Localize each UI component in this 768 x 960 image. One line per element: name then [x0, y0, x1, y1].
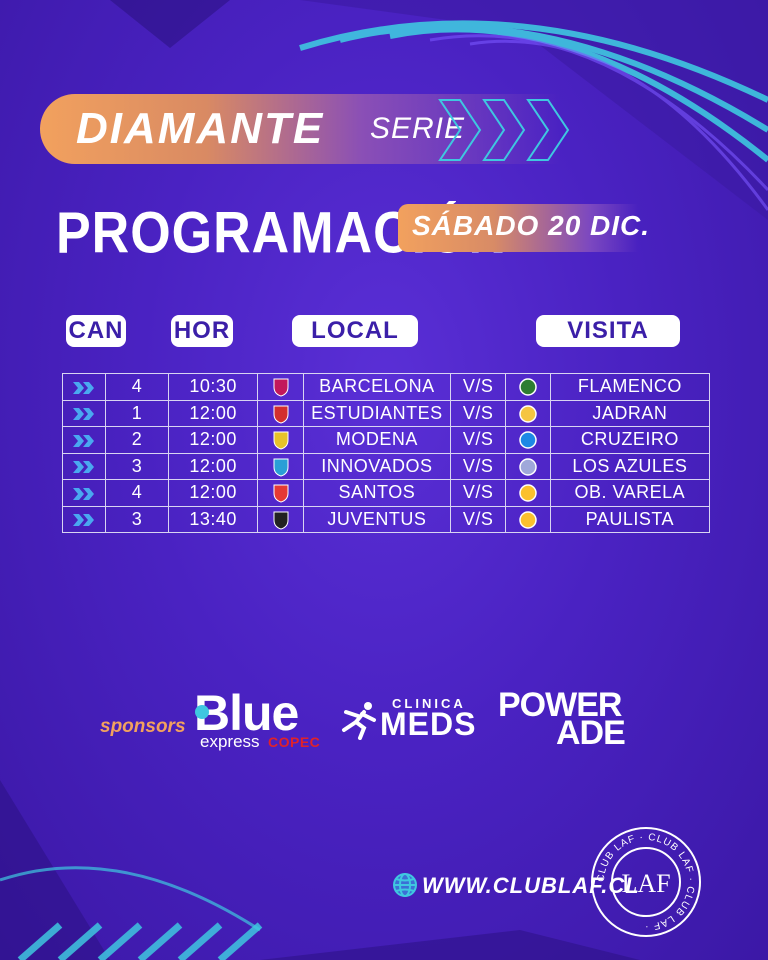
powerade-logo-power: POWER [498, 686, 622, 724]
visit-crest-icon [505, 479, 551, 507]
team-crest-icon [519, 431, 537, 450]
team-crest-icon [519, 405, 537, 423]
double-chevron-icon [73, 434, 95, 447]
time-cell: 13:40 [167, 505, 259, 533]
can-cell: 3 [105, 452, 169, 480]
vs-cell: V/S [449, 426, 507, 454]
vs-cell: V/S [449, 452, 507, 480]
chevrons-icon [438, 99, 570, 161]
time-cell: 12:00 [167, 452, 259, 480]
local-crest-icon [257, 505, 304, 533]
team-crest-icon [273, 405, 289, 424]
team-crest-icon [519, 458, 537, 476]
copec-text: COPEC [268, 734, 321, 750]
column-header-hor: HOR [171, 315, 233, 347]
visit-team-cell: LOS AZULES [549, 452, 711, 480]
sponsors-label: sponsors [100, 716, 186, 737]
vs-cell: V/S [449, 479, 507, 507]
table-row: 1 12:00 ESTUDIANTES V/S JADRAN [61, 399, 711, 427]
vs-cell: V/S [449, 373, 507, 401]
double-chevron-icon [73, 381, 95, 394]
time-cell: 12:00 [167, 479, 259, 507]
row-arrow-icon [61, 373, 107, 401]
can-cell: 3 [105, 505, 169, 533]
double-chevron-icon [73, 408, 95, 420]
table-row: 2 12:00 MODENA V/S CRUZEIRO [61, 426, 711, 454]
local-team-cell: INNOVADOS [302, 452, 451, 480]
schedule-table: 4 10:30 BARCELONA V/S FLAMENCO 1 12:00 ESTUDIAN… [61, 373, 711, 533]
double-chevron-icon [73, 461, 95, 473]
local-crest-icon [257, 426, 304, 454]
team-crest-icon [273, 484, 289, 503]
can-cell: 4 [105, 479, 169, 507]
globe-icon [393, 873, 417, 897]
vs-cell: V/S [449, 399, 507, 427]
blue-dot-icon [195, 705, 209, 719]
visit-team-cell: OB. VARELA [549, 479, 711, 507]
website-link[interactable]: WWW.CLUBLAF.CL [422, 873, 640, 898]
club-laf-seal: CLUB LAF · CLUB LAF · CLUB LAF · LAF [591, 827, 701, 937]
local-team-cell: JUVENTUS [302, 505, 451, 533]
visit-crest-icon [505, 426, 551, 454]
can-cell: 1 [105, 399, 169, 427]
row-arrow-icon [61, 452, 107, 480]
team-crest-icon [519, 378, 537, 397]
team-crest-icon [519, 511, 537, 529]
visit-crest-icon [505, 505, 551, 533]
visit-team-cell: CRUZEIRO [549, 426, 711, 454]
row-arrow-icon [61, 399, 107, 427]
seal-letters: LAF [621, 869, 670, 898]
blue-express-logo: Blue [194, 684, 299, 742]
row-arrow-icon [61, 426, 107, 454]
table-row: 4 12:00 SANTOS V/S OB. VARELA [61, 479, 711, 507]
local-team-cell: BARCELONA [302, 373, 451, 401]
double-chevron-icon [73, 514, 95, 526]
visit-crest-icon [505, 373, 551, 401]
time-cell: 12:00 [167, 426, 259, 454]
double-chevron-icon [73, 487, 95, 500]
visit-team-cell: JADRAN [549, 399, 711, 427]
serie-banner [40, 94, 560, 164]
visit-team-cell: PAULISTA [549, 505, 711, 533]
column-header-can: CAN [66, 315, 126, 347]
table-row: 3 12:00 INNOVADOS V/S LOS AZULES [61, 452, 711, 480]
team-crest-icon [273, 511, 289, 530]
team-crest-icon [273, 431, 289, 450]
time-cell: 12:00 [167, 399, 259, 427]
visit-crest-icon [505, 452, 551, 480]
visit-crest-icon [505, 399, 551, 427]
row-arrow-icon [61, 505, 107, 533]
date-badge [398, 204, 638, 252]
team-crest-icon [273, 378, 289, 397]
local-team-cell: MODENA [302, 426, 451, 454]
serie-label: SERIE [370, 112, 466, 145]
express-text: express [200, 732, 260, 751]
can-cell: 4 [105, 373, 169, 401]
clinica-text: CLINICA [392, 696, 466, 711]
team-crest-icon [273, 458, 289, 477]
column-header-local: LOCAL [292, 315, 418, 347]
local-crest-icon [257, 479, 304, 507]
local-crest-icon [257, 452, 304, 480]
visit-team-cell: FLAMENCO [549, 373, 711, 401]
local-crest-icon [257, 373, 304, 401]
local-team-cell: ESTUDIANTES [302, 399, 451, 427]
series-title: DIAMANTE [76, 104, 325, 153]
column-header-visita: VISITA [536, 315, 680, 347]
row-arrow-icon [61, 479, 107, 507]
can-cell: 2 [105, 426, 169, 454]
runner-icon [342, 702, 376, 740]
vs-cell: V/S [449, 505, 507, 533]
local-crest-icon [257, 399, 304, 427]
table-row: 3 13:40 JUVENTUS V/S PAULISTA [61, 505, 711, 533]
powerade-logo-ade: ADE [556, 714, 626, 752]
table-row: 4 10:30 BARCELONA V/S FLAMENCO [61, 373, 711, 401]
time-cell: 10:30 [167, 373, 259, 401]
match-date: SÁBADO 20 DIC. [412, 210, 651, 241]
blue-text: Blue [194, 685, 299, 741]
meds-logo: MEDS [380, 706, 477, 742]
local-team-cell: SANTOS [302, 479, 451, 507]
team-crest-icon [519, 484, 537, 503]
